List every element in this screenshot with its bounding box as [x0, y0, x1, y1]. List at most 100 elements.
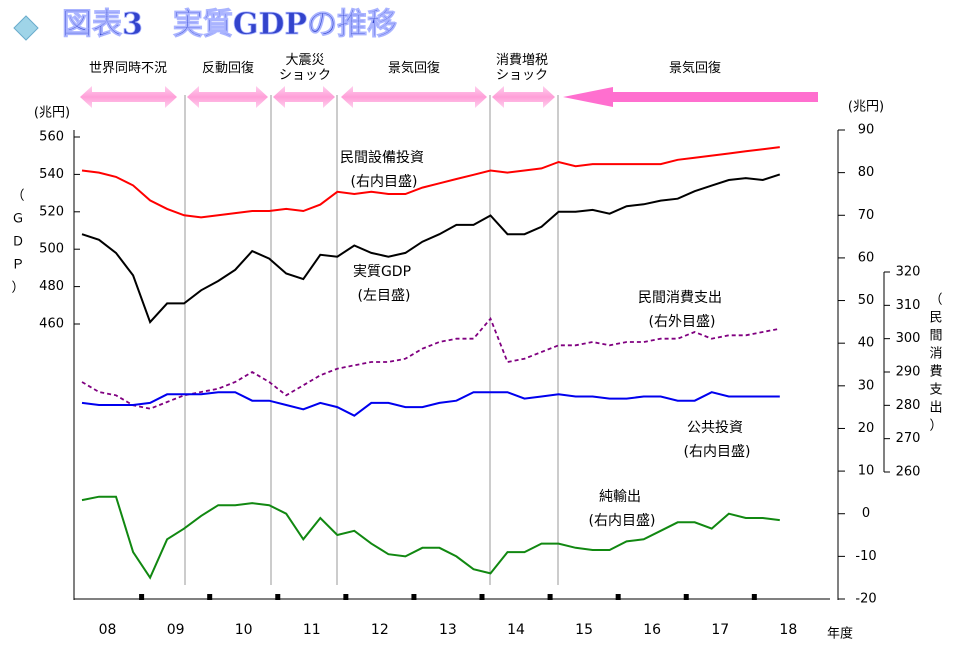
series-line — [81, 146, 780, 219]
x-tick-label: 15 — [575, 622, 593, 638]
y-unit: (兆円) — [34, 106, 70, 121]
x-tick-label: 17 — [711, 622, 729, 638]
y3-label: ） — [929, 419, 942, 434]
y-label: （ — [11, 189, 24, 204]
period-label: 景気回復 — [388, 60, 440, 76]
y2-tick-label: -10 — [855, 549, 876, 564]
series-label: 実質GDP — [353, 264, 411, 280]
period-arrow — [80, 86, 177, 108]
period-arrow — [187, 86, 268, 108]
y3-label: 支 — [929, 383, 942, 398]
y3-tick-label: 260 — [896, 465, 921, 480]
x-tick-label: 13 — [439, 622, 457, 638]
x-tick-label: 11 — [303, 622, 321, 638]
y2-tick-label: 40 — [858, 336, 875, 351]
period-arrow — [563, 87, 818, 107]
y3-tick-label: 300 — [896, 331, 921, 346]
x-tick-label: 12 — [371, 622, 389, 638]
x-unit: 年度 — [827, 626, 853, 642]
x-tick — [615, 594, 621, 600]
series-note: (右内目盛) — [351, 174, 418, 190]
series-label: 民間設備投資 — [340, 150, 424, 166]
y-label: Ｄ — [11, 235, 24, 250]
x-tick-label: 14 — [507, 622, 525, 638]
y2-tick-label: 90 — [858, 123, 875, 138]
y3-tick-label: 310 — [896, 298, 921, 313]
series-line — [81, 391, 780, 417]
period-label: 消費増税ショック — [496, 53, 548, 83]
y2-tick-label: 20 — [858, 421, 875, 436]
period-label-line: ショック — [279, 68, 331, 83]
period-label: 世界同時不況 — [89, 61, 167, 76]
period-arrow — [492, 86, 555, 108]
y3-label: 出 — [929, 401, 942, 416]
y-label: Ｇ — [11, 212, 24, 227]
y2-tick-label: 0 — [862, 506, 870, 521]
y3-tick-label: 320 — [896, 265, 921, 280]
period-label: 大震災ショック — [279, 53, 331, 83]
series-line — [81, 173, 781, 324]
x-tick — [275, 594, 281, 600]
x-tick-label: 08 — [99, 622, 117, 638]
series-note: (左目盛) — [358, 288, 411, 304]
series-note: (右内目盛) — [589, 513, 656, 529]
series-note: (右内目盛) — [684, 444, 751, 460]
x-tick-label: 10 — [235, 622, 253, 638]
series-note: (右外目盛) — [649, 314, 716, 330]
x-tick — [683, 594, 689, 600]
series-label: 純輸出 — [599, 489, 641, 505]
x-tick — [139, 594, 145, 600]
period-label-line: 景気回復 — [388, 60, 440, 76]
y2-tick-label: 30 — [858, 378, 875, 393]
y-label: ） — [11, 281, 24, 296]
x-tick-label: 09 — [167, 622, 185, 638]
x-tick — [411, 594, 417, 600]
y-tick-label: 560 — [39, 130, 64, 145]
y3-label: 費 — [929, 365, 942, 380]
y2-tick-label: 80 — [858, 165, 875, 180]
y3-tick-label: 270 — [896, 431, 921, 446]
x-tick — [343, 594, 349, 600]
y2-tick-label: 10 — [858, 464, 875, 479]
y3-label: 民 — [929, 311, 942, 326]
period-label-line: 反動回復 — [202, 60, 254, 76]
y3-label: （ — [929, 293, 942, 308]
period-label-line: ショック — [496, 68, 548, 83]
y-tick-label: 480 — [39, 279, 64, 294]
x-tick-label: 16 — [643, 622, 661, 638]
y-label: Ｐ — [11, 258, 24, 273]
period-label-line: 世界同時不況 — [89, 61, 167, 76]
series-line — [81, 495, 780, 580]
y2-tick-label: 70 — [858, 208, 875, 223]
period-label: 景気回復 — [669, 60, 721, 76]
chart-title: 図表3 実質GDPの推移 — [62, 7, 397, 42]
y3-tick-label: 290 — [896, 365, 921, 380]
x-tick — [207, 594, 213, 600]
y-tick-label: 540 — [39, 167, 64, 182]
period-label-line: 消費増税 — [496, 53, 548, 68]
series-label: 民間消費支出 — [638, 290, 722, 306]
period-arrow — [341, 86, 487, 108]
period-label-line: 大震災 — [285, 53, 324, 68]
x-tick — [751, 594, 757, 600]
y2-tick-label: 50 — [858, 293, 875, 308]
y3-label: 消 — [929, 347, 942, 362]
y3-label: 間 — [929, 329, 942, 344]
x-tick-label: 18 — [779, 622, 797, 638]
x-tick — [479, 594, 485, 600]
title-icon — [13, 15, 39, 41]
y-tick-label: 520 — [39, 204, 64, 219]
y3-tick-label: 280 — [896, 398, 921, 413]
period-label-line: 景気回復 — [669, 60, 721, 76]
x-tick — [547, 594, 553, 600]
series-label: 公共投資 — [687, 420, 743, 436]
y-tick-label: 460 — [39, 317, 64, 332]
y2-tick-label: 60 — [858, 250, 875, 265]
y2-unit: (兆円) — [848, 100, 884, 115]
series-line — [81, 316, 780, 410]
y-tick-label: 500 — [39, 242, 64, 257]
y2-tick-label: -20 — [855, 592, 876, 607]
period-arrow — [273, 86, 335, 108]
